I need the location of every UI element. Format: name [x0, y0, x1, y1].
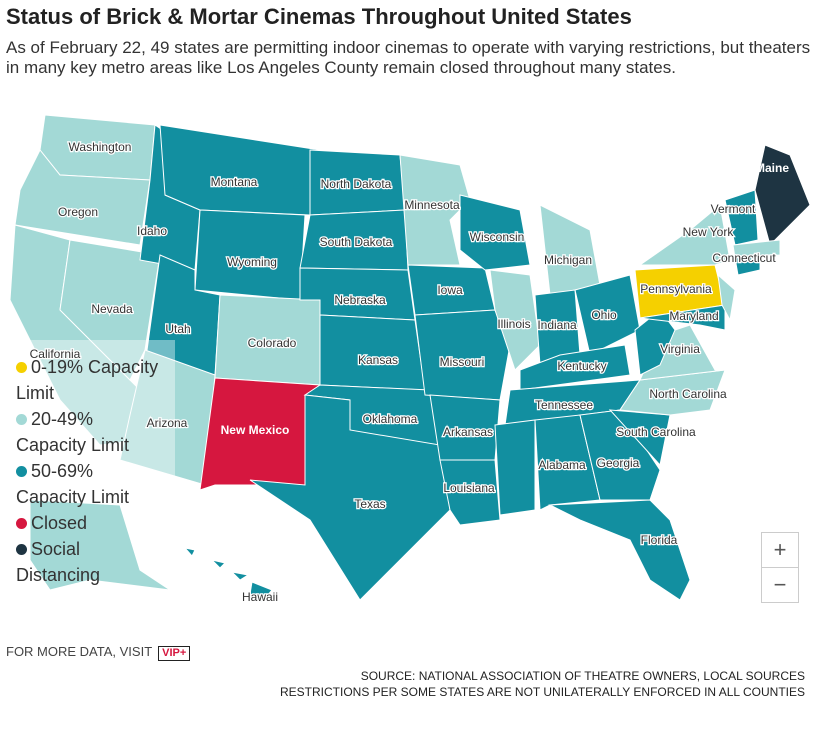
legend-swatch [16, 518, 27, 529]
state-label: North Carolina [649, 387, 727, 401]
state-shape [619, 369, 726, 416]
legend-item: 50-69% Capacity Limit [16, 458, 166, 510]
state-shape [489, 269, 541, 371]
legend-swatch [16, 362, 27, 373]
state-shape [230, 571, 250, 581]
state-shape [519, 344, 631, 391]
state-label: Washington [69, 140, 132, 154]
subtitle: As of February 22, 49 states are permitt… [6, 38, 811, 77]
state-shape [717, 273, 736, 322]
state-label: South Dakota [320, 235, 393, 249]
zoom-out[interactable]: − [761, 567, 799, 603]
state-label: Arkansas [443, 425, 493, 439]
legend-swatch [16, 466, 27, 477]
state-shape [534, 414, 601, 511]
state-shape [638, 204, 731, 266]
state-label: Wisconsin [470, 230, 525, 244]
legend-label: 50-69% Capacity Limit [16, 461, 130, 507]
legend-label: 20-49% Capacity Limit [16, 409, 130, 455]
state-label: Montana [211, 175, 258, 189]
state-shape [639, 304, 726, 331]
state-shape [539, 204, 601, 296]
state-shape [249, 581, 273, 603]
more-data: FOR MORE DATA, VISIT VIP+ [6, 644, 191, 661]
state-label: Kentucky [557, 359, 606, 373]
state-label: Michigan [544, 253, 592, 267]
legend-label: Social Distancing [16, 539, 101, 585]
state-shape [724, 189, 759, 246]
state-label: Colorado [248, 336, 297, 350]
legend-swatch [16, 544, 27, 555]
legend-label: 0-19% Capacity Limit [16, 357, 159, 403]
state-label: New Mexico [221, 423, 290, 437]
state-shape [494, 419, 536, 516]
state-label: Kansas [358, 353, 398, 367]
state-label: Pennsylvania [640, 282, 712, 296]
legend-label: Closed [31, 513, 88, 533]
logo[interactable]: VIP+ [158, 646, 191, 661]
state-label: Hawaii [242, 590, 278, 604]
state-label: Virginia [660, 342, 700, 356]
zoom-in[interactable]: + [761, 532, 799, 568]
legend-item: 0-19% Capacity Limit [16, 354, 166, 406]
title: Status of Brick & Mortar Cinemas Through… [6, 4, 632, 29]
state-label: New York [683, 225, 735, 239]
legend-item: 20-49% Capacity Limit [16, 406, 166, 458]
state-label: Connecticut [712, 251, 776, 265]
state-label: Maryland [669, 309, 718, 323]
state-shape [732, 239, 781, 259]
state-label: Oregon [58, 205, 98, 219]
state-label: Utah [165, 322, 190, 336]
state-label: Iowa [437, 283, 463, 297]
state-label: Maine [755, 161, 789, 175]
state-label: South Carolina [616, 425, 696, 439]
state-shape [119, 349, 216, 486]
state-label: Indiana [537, 318, 577, 332]
state-label: Illinois [497, 317, 530, 331]
state-label: California [30, 347, 81, 361]
state-label: Wyoming [227, 255, 277, 269]
state-shape [754, 144, 811, 246]
state-label: Louisiana [443, 481, 495, 495]
state-label: Oklahoma [363, 412, 418, 426]
state-shape [14, 149, 151, 246]
state-label: North Dakota [321, 177, 392, 191]
source-line: SOURCE: NATIONAL ASSOCIATION OF THEATRE … [360, 669, 805, 683]
state-label: Arizona [147, 416, 188, 430]
state-label: Texas [354, 497, 385, 511]
legend-swatch [16, 414, 27, 425]
state-shape [734, 255, 761, 276]
state-label: Georgia [597, 456, 640, 470]
state-shape [439, 459, 501, 526]
state-shape [414, 309, 511, 401]
legend-item: Closed [16, 510, 166, 536]
state-label: Idaho [137, 224, 167, 238]
more-text: FOR MORE DATA, VISIT [6, 644, 153, 659]
state-label: Nevada [91, 302, 133, 316]
state-label: Ohio [591, 308, 617, 322]
state-label: Alabama [538, 458, 586, 472]
legend-item: Social Distancing [16, 536, 166, 588]
state-shape [210, 559, 226, 569]
legend-backdrop [15, 340, 175, 485]
legend: 0-19% Capacity Limit 20-49% Capacity Limi… [16, 354, 166, 588]
state-shape [183, 547, 196, 557]
state-shape [249, 394, 451, 601]
state-shape [159, 124, 321, 216]
state-shape [459, 194, 531, 271]
state-label: Vermont [711, 202, 756, 216]
state-label: Florida [641, 533, 678, 547]
state-shape [548, 499, 691, 601]
note-line: RESTRICTIONS PER SOME STATES ARE NOT UNI… [280, 685, 805, 699]
state-label: Missouri [440, 355, 485, 369]
state-shape [29, 499, 171, 591]
state-label: Tennessee [535, 398, 593, 412]
state-label: Minnesota [404, 198, 460, 212]
source: SOURCE: NATIONAL ASSOCIATION OF THEATRE … [280, 668, 805, 700]
state-label: Nebraska [334, 293, 386, 307]
